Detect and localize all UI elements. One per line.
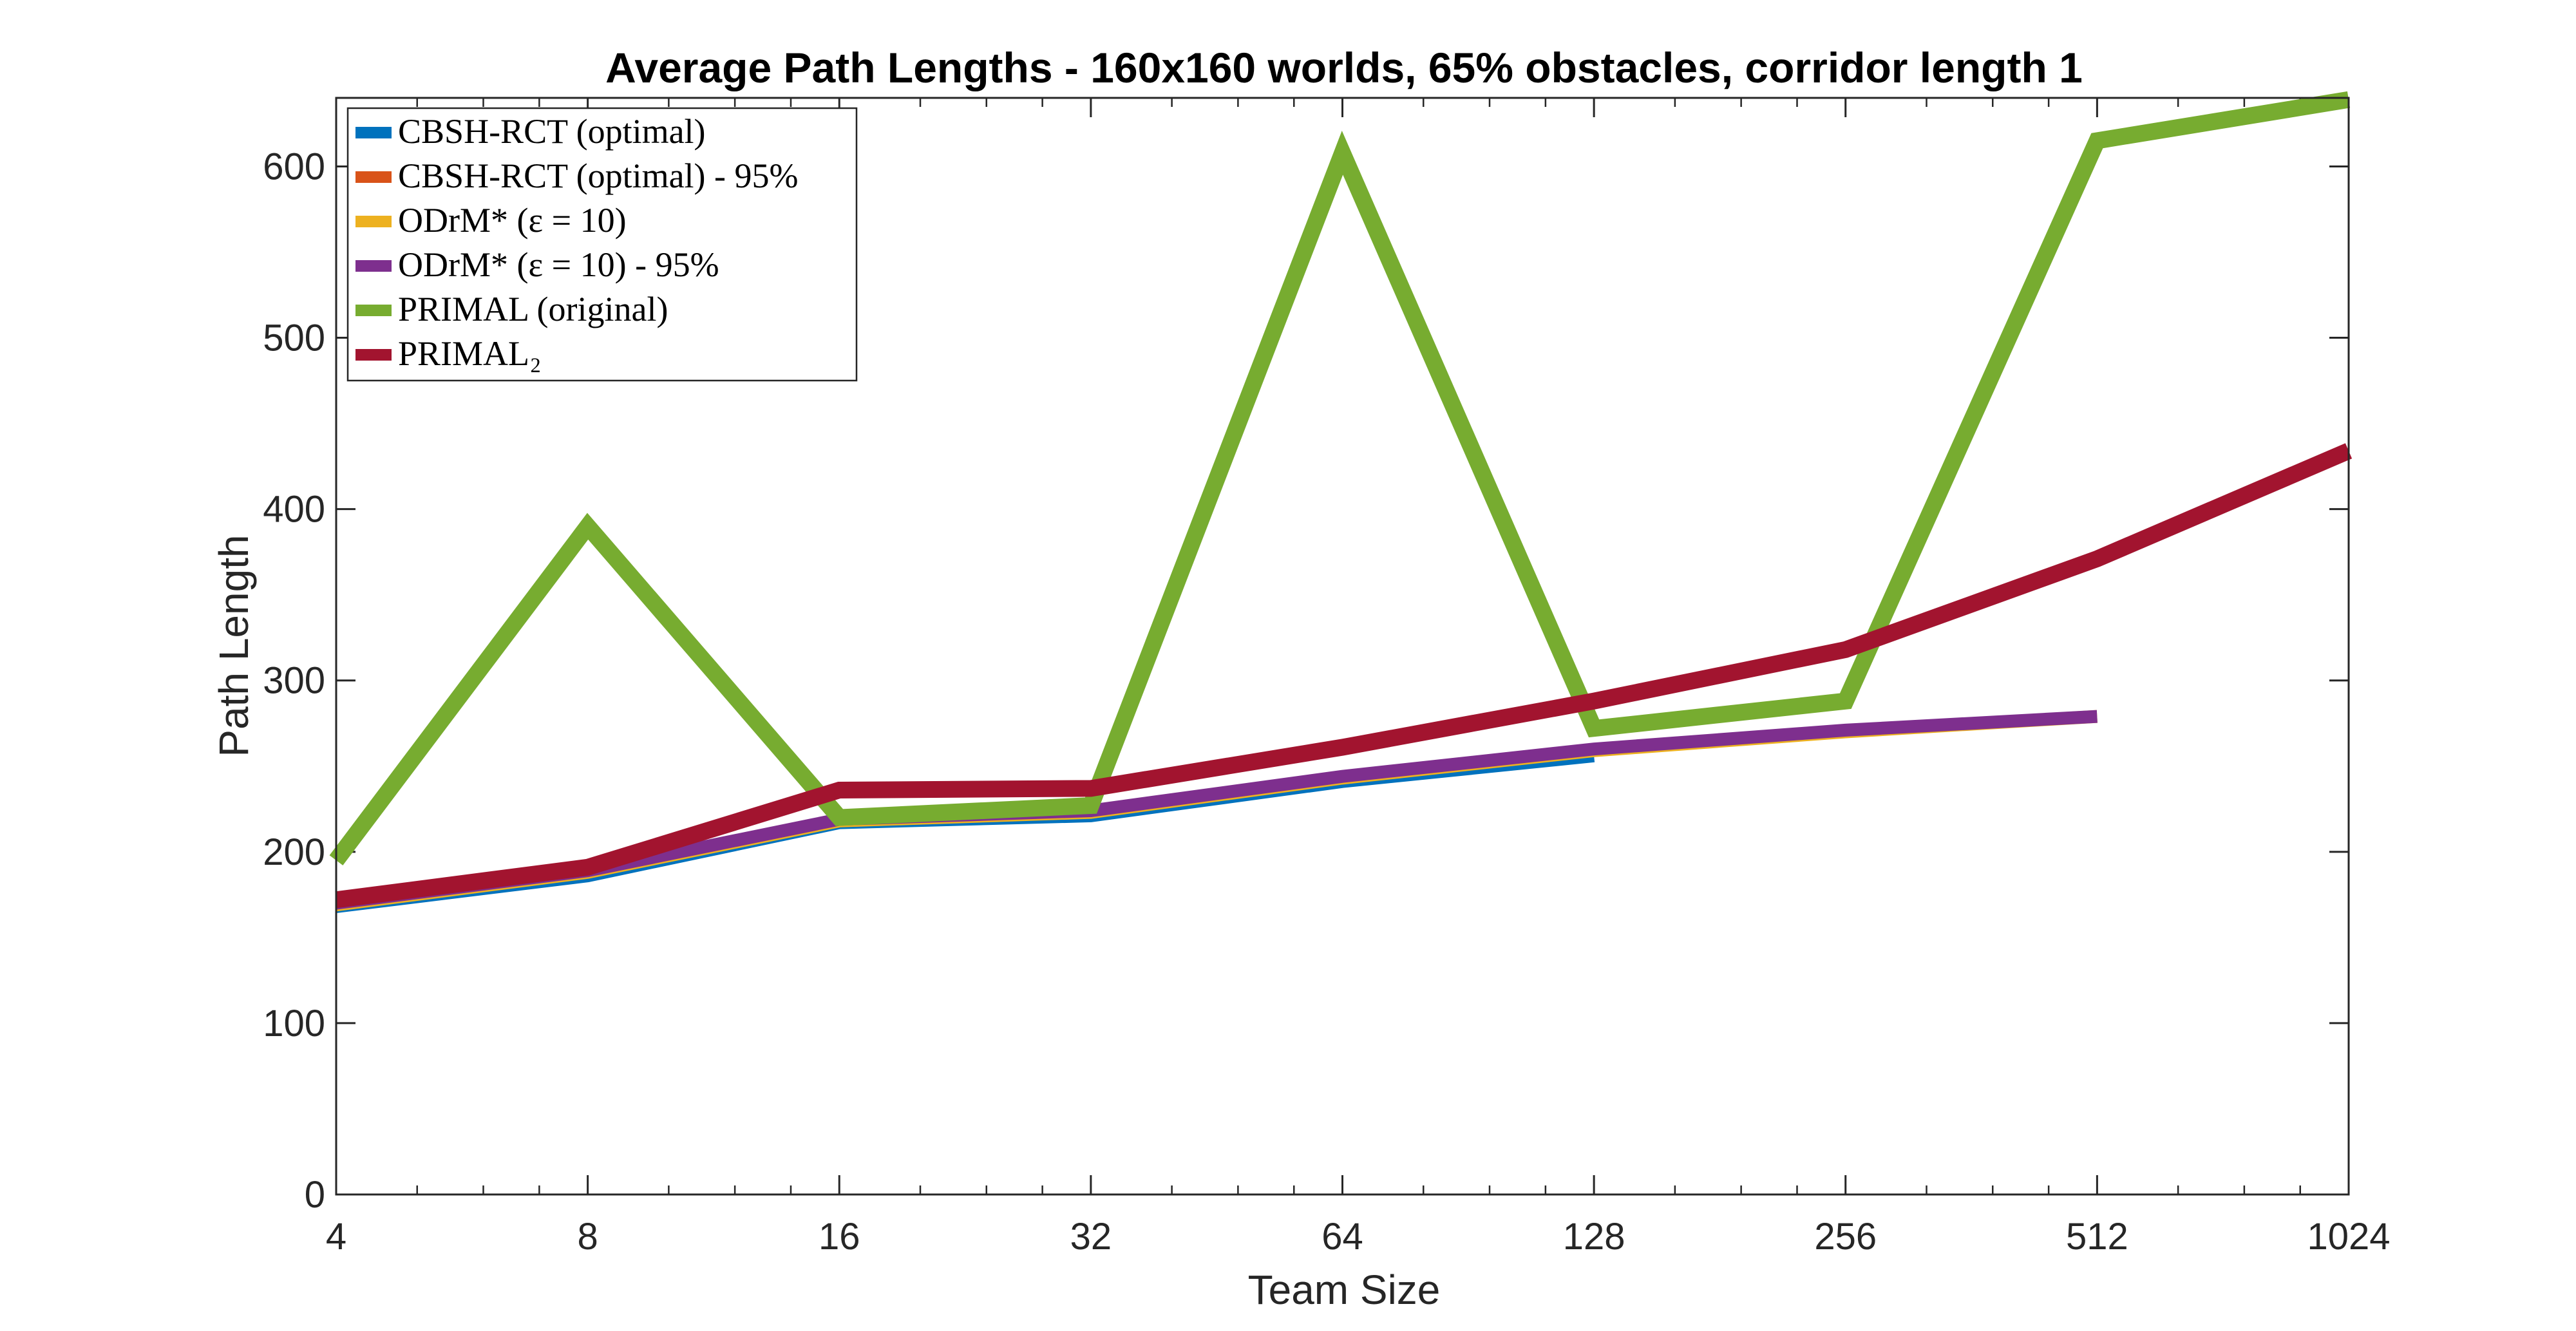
x-axis-label: Team Size bbox=[1248, 1267, 1441, 1313]
legend-entries: CBSH-RCT (optimal) CBSH-RCT (optimal) - 9… bbox=[355, 112, 799, 373]
y-tick-label: 600 bbox=[263, 146, 325, 187]
x-tick-label: 64 bbox=[1321, 1216, 1363, 1258]
legend-label: ODrM* (ε = 10) - 95% bbox=[398, 245, 719, 284]
legend-label: PRIMAL₂ bbox=[398, 334, 542, 373]
x-tick-label: 16 bbox=[819, 1216, 860, 1258]
series-line-6 bbox=[335, 443, 2353, 909]
legend-label: CBSH-RCT (optimal) - 95% bbox=[398, 156, 799, 195]
legend-label: PRIMAL (original) bbox=[398, 290, 668, 328]
legend-label: ODrM* (ε = 10) bbox=[398, 201, 627, 240]
legend: CBSH-RCT (optimal) CBSH-RCT (optimal) - 9… bbox=[346, 107, 858, 382]
legend-box bbox=[346, 107, 858, 382]
x-tick-label: 256 bbox=[1814, 1216, 1877, 1258]
y-tick-label: 300 bbox=[263, 660, 325, 702]
series-lines bbox=[329, 91, 2353, 913]
y-tick-label: 0 bbox=[305, 1174, 325, 1216]
x-tick-label: 4 bbox=[326, 1216, 346, 1258]
chart-title: Average Path Lengths - 160x160 worlds, 6… bbox=[605, 44, 2083, 91]
y-tick-label: 500 bbox=[263, 317, 325, 359]
y-axis-label: Path Length bbox=[211, 534, 257, 757]
y-tick-label: 400 bbox=[263, 489, 325, 531]
plot-frame bbox=[335, 97, 2350, 1196]
x-tick-label: 32 bbox=[1070, 1216, 1112, 1258]
x-tick-label: 1024 bbox=[2307, 1216, 2390, 1258]
y-tick-labels: 0 100 200 300 400 500 600 bbox=[263, 146, 325, 1216]
x-tick-labels: 4 8 16 32 64 128 256 512 1024 bbox=[326, 1216, 2391, 1258]
y-tick-label: 200 bbox=[263, 831, 325, 873]
x-tick-label: 8 bbox=[577, 1216, 598, 1258]
x-tick-label: 512 bbox=[2066, 1216, 2128, 1258]
x-tick-label: 128 bbox=[1563, 1216, 1625, 1258]
series-line-5 bbox=[329, 91, 2351, 865]
y-tick-label: 100 bbox=[263, 1003, 325, 1044]
legend-label: CBSH-RCT (optimal) bbox=[398, 112, 706, 151]
